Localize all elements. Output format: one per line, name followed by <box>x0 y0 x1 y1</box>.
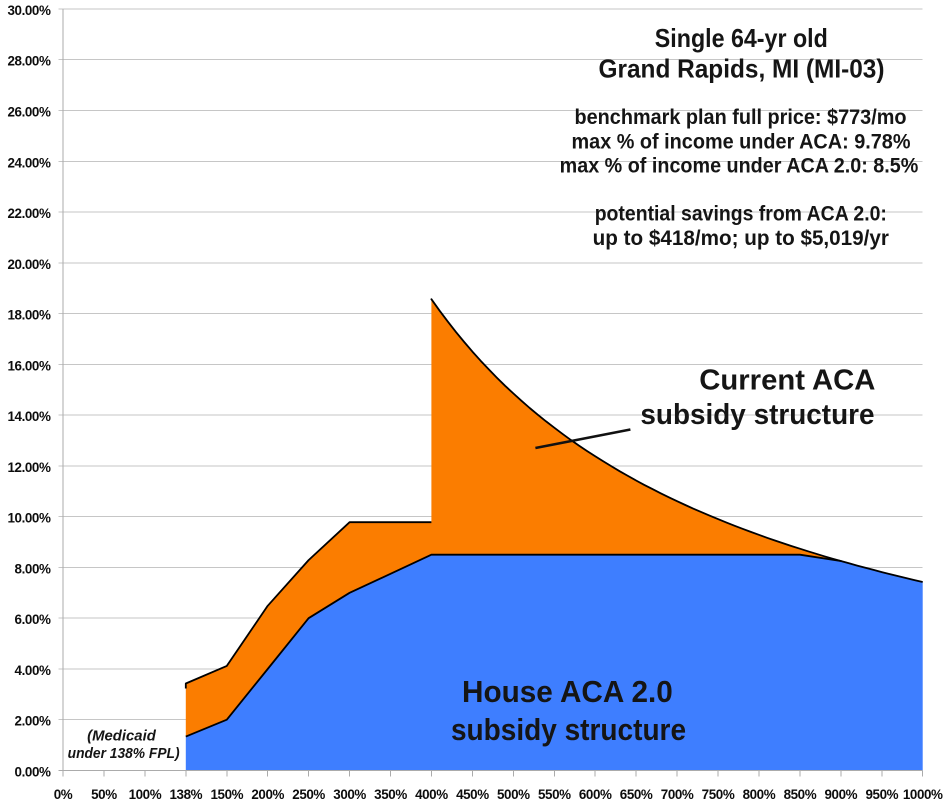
svg-text:18.00%: 18.00% <box>7 308 51 323</box>
svg-text:16.00%: 16.00% <box>7 358 51 373</box>
svg-text:14.00%: 14.00% <box>7 409 51 424</box>
svg-text:22.00%: 22.00% <box>7 206 51 221</box>
svg-text:350%: 350% <box>374 787 407 802</box>
svg-text:800%: 800% <box>743 787 776 802</box>
svg-text:subsidy structure: subsidy structure <box>640 399 874 431</box>
svg-text:24.00%: 24.00% <box>7 155 51 170</box>
svg-text:28.00%: 28.00% <box>7 54 51 69</box>
svg-text:subsidy structure: subsidy structure <box>451 712 686 747</box>
svg-text:200%: 200% <box>251 787 284 802</box>
svg-text:potential savings from ACA 2.0: potential savings from ACA 2.0: <box>595 202 887 226</box>
svg-text:benchmark plan full price: $77: benchmark plan full price: $773/mo <box>575 105 907 129</box>
svg-text:550%: 550% <box>538 787 571 802</box>
svg-text:850%: 850% <box>784 787 817 802</box>
svg-text:under 138% FPL): under 138% FPL) <box>68 745 180 762</box>
svg-text:20.00%: 20.00% <box>7 257 51 272</box>
svg-text:600%: 600% <box>579 787 612 802</box>
svg-text:700%: 700% <box>661 787 694 802</box>
svg-text:400%: 400% <box>415 787 448 802</box>
svg-text:max % of income under ACA: 9.7: max % of income under ACA: 9.78% <box>572 129 911 153</box>
svg-text:1000%: 1000% <box>903 787 943 802</box>
svg-text:12.00%: 12.00% <box>7 460 51 475</box>
svg-text:8.00%: 8.00% <box>15 561 51 576</box>
svg-text:900%: 900% <box>824 787 857 802</box>
svg-text:up to $418/mo; up to $5,019/yr: up to $418/mo; up to $5,019/yr <box>593 226 890 250</box>
svg-text:Single 64-yr old: Single 64-yr old <box>655 23 828 53</box>
svg-text:Current ACA: Current ACA <box>699 365 875 397</box>
svg-text:650%: 650% <box>620 787 653 802</box>
svg-text:950%: 950% <box>865 787 898 802</box>
svg-text:(Medicaid: (Medicaid <box>87 727 157 744</box>
svg-text:50%: 50% <box>91 787 117 802</box>
svg-text:2.00%: 2.00% <box>15 714 51 729</box>
svg-text:26.00%: 26.00% <box>7 105 51 120</box>
svg-text:max % of income under ACA 2.0:: max % of income under ACA 2.0: 8.5% <box>560 154 919 178</box>
svg-text:6.00%: 6.00% <box>15 612 51 627</box>
svg-text:House ACA 2.0: House ACA 2.0 <box>462 674 673 709</box>
svg-text:750%: 750% <box>702 787 735 802</box>
svg-text:250%: 250% <box>292 787 325 802</box>
svg-text:100%: 100% <box>129 787 162 802</box>
svg-text:10.00%: 10.00% <box>7 511 51 526</box>
svg-text:Grand Rapids, MI (MI-03): Grand Rapids, MI (MI-03) <box>599 54 885 84</box>
svg-text:500%: 500% <box>497 787 530 802</box>
svg-text:300%: 300% <box>333 787 366 802</box>
svg-text:0%: 0% <box>54 787 73 802</box>
svg-text:30.00%: 30.00% <box>7 3 51 18</box>
svg-text:138%: 138% <box>169 787 202 802</box>
svg-text:450%: 450% <box>456 787 489 802</box>
svg-text:4.00%: 4.00% <box>15 663 51 678</box>
svg-text:150%: 150% <box>210 787 243 802</box>
svg-text:0.00%: 0.00% <box>15 765 51 780</box>
